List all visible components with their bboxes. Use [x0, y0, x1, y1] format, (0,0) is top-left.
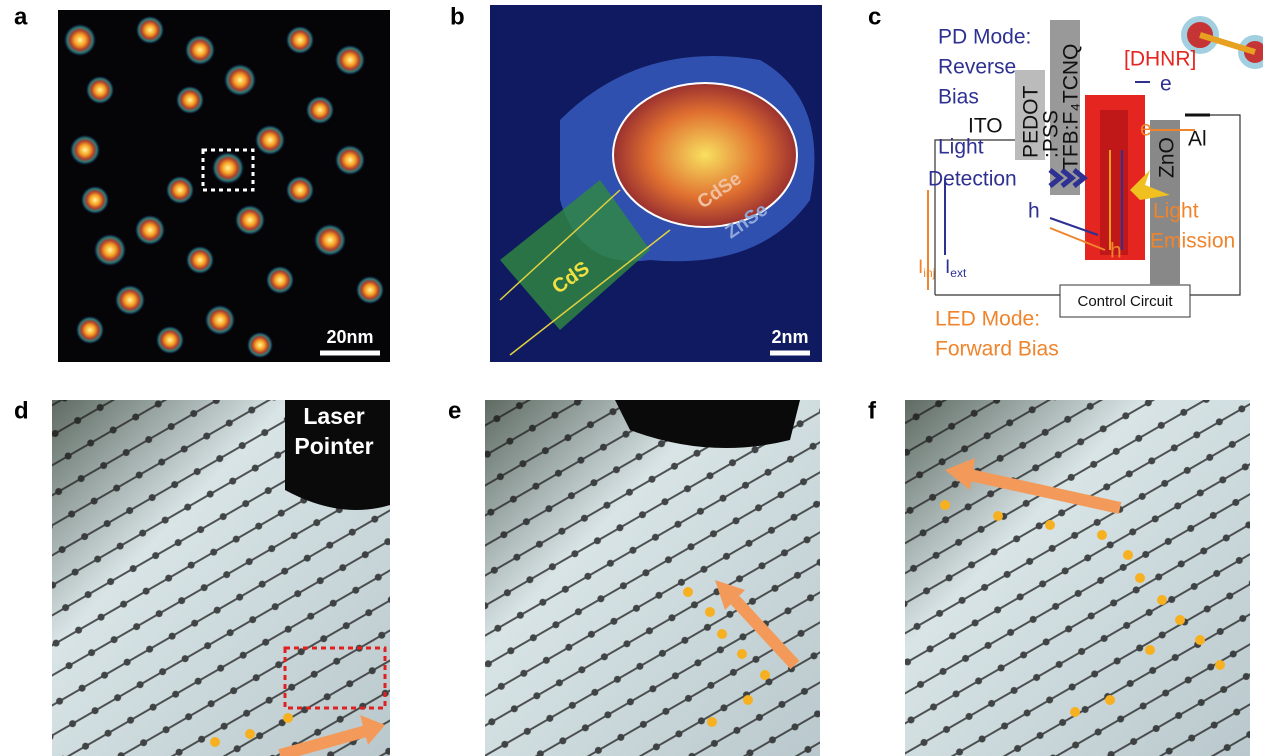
- annotation: Laser: [303, 403, 364, 429]
- mode-text: PD Mode:: [938, 26, 1031, 49]
- carrier-label: e: [1160, 73, 1172, 96]
- figure: a 20nm b CdS CdSe ZnSe 2nm c: [0, 0, 1263, 756]
- panel-label: e: [448, 397, 461, 424]
- carrier-label: h: [1028, 200, 1040, 223]
- layer-label: ITO: [968, 115, 1003, 138]
- scale-bar-label: 20nm: [326, 327, 373, 347]
- scale-bar-label: 2nm: [771, 327, 808, 347]
- light-emission-text: Emission: [1150, 230, 1235, 253]
- panel-f-photo: [905, 400, 1250, 756]
- light-detection-text: Detection: [928, 168, 1017, 191]
- panel-label: b: [450, 3, 465, 30]
- mode-text: Bias: [938, 86, 979, 109]
- panel-label: a: [14, 3, 28, 30]
- panel-label: d: [14, 397, 29, 424]
- carrier-label: e: [1140, 118, 1152, 141]
- light-detection-text: Light: [938, 136, 984, 159]
- light-emission-text: Light: [1153, 200, 1199, 223]
- current-label: Iext: [945, 257, 967, 280]
- panel-e-photo: [485, 400, 820, 756]
- annotation: Pointer: [294, 433, 373, 459]
- layer-label: ZnO: [1156, 137, 1179, 178]
- panel-label: f: [868, 397, 877, 424]
- panel-label: c: [868, 3, 881, 30]
- mode-text: Reverse: [938, 56, 1016, 79]
- mode-text: Forward Bias: [935, 338, 1059, 361]
- current-subscript: inj: [923, 266, 935, 280]
- panel-b-image: [490, 5, 822, 362]
- circuit-label: Control Circuit: [1077, 293, 1173, 310]
- current-subscript: ext: [950, 266, 967, 280]
- carrier-label: h: [1110, 240, 1122, 263]
- panel-a-image: [58, 10, 390, 362]
- mode-text: LED Mode:: [935, 308, 1040, 331]
- layer-label: Al: [1188, 128, 1207, 151]
- current-label: Iinj: [918, 257, 935, 280]
- layer-label: TFB:F₄TCNQ: [1060, 44, 1083, 170]
- active-layer-label: [DHNR]: [1124, 48, 1196, 71]
